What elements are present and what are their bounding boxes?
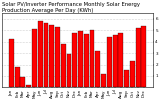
Bar [55, 27, 60, 87]
Bar [44, 23, 48, 87]
Bar [72, 33, 77, 87]
Bar [15, 67, 20, 87]
Bar [78, 31, 83, 87]
Bar [20, 77, 25, 87]
Bar [9, 39, 14, 87]
Bar [141, 26, 146, 87]
Bar [118, 33, 123, 87]
Bar [101, 74, 106, 87]
Bar [38, 21, 43, 87]
Bar [107, 37, 112, 87]
Text: Solar PV/Inverter Performance Monthly Solar Energy Production Average Per Day (K: Solar PV/Inverter Performance Monthly So… [2, 2, 140, 13]
Bar [95, 51, 100, 87]
Bar [49, 25, 54, 87]
Bar [84, 34, 89, 87]
Bar [32, 29, 37, 87]
Bar [61, 44, 66, 87]
Bar [90, 30, 95, 87]
Bar [136, 28, 141, 87]
Bar [124, 70, 129, 87]
Bar [130, 61, 135, 87]
Bar [67, 54, 72, 87]
Bar [113, 35, 118, 87]
Bar [26, 85, 31, 87]
